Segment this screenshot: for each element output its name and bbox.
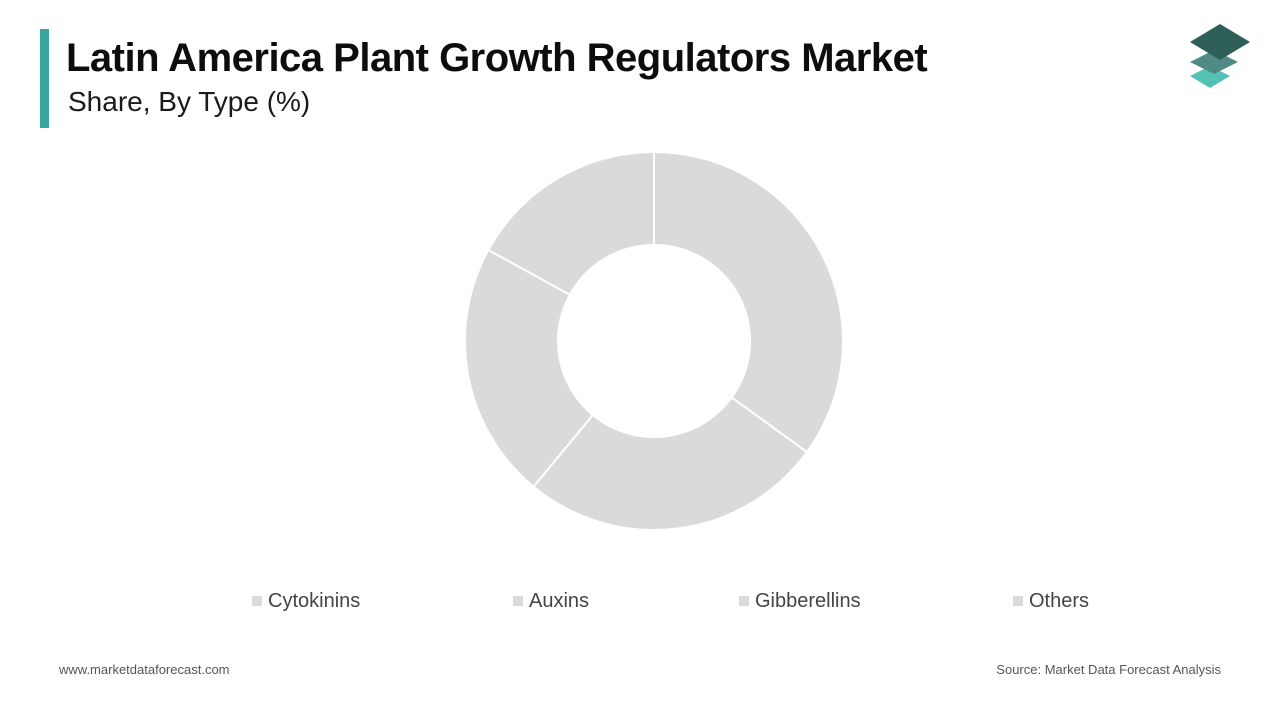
title-accent-bar <box>40 29 49 128</box>
legend-swatch <box>252 596 262 606</box>
legend-label: Cytokinins <box>268 589 361 612</box>
footer-website: www.marketdataforecast.com <box>59 662 230 677</box>
pie-slice-auxins <box>532 396 809 531</box>
logo-layer-top <box>1190 24 1250 60</box>
stacked-layers-icon <box>1190 24 1250 88</box>
legend-swatch <box>739 596 749 606</box>
legend-label: Auxins <box>529 589 590 612</box>
legend-swatch <box>513 596 523 606</box>
pie-slice-cytokinins <box>653 150 844 454</box>
legend-item-cytokinins: Cytokinins <box>252 588 360 614</box>
footer-source: Source: Market Data Forecast Analysis <box>996 662 1221 677</box>
page-subtitle: Share, By Type (%) <box>68 86 311 117</box>
legend-item-others: Others <box>1013 588 1089 614</box>
legend-label: Others <box>1029 589 1090 612</box>
legend-swatch <box>1013 596 1023 606</box>
pie-slice-others <box>487 150 655 297</box>
legend-label: Gibberellins <box>755 589 861 612</box>
legend-item-gibberellins: Gibberellins <box>739 588 861 614</box>
page-title: Latin America Plant Growth Regulators Ma… <box>66 36 928 80</box>
pie-slice-gibberellins <box>464 248 595 489</box>
legend-item-auxins: Auxins <box>513 588 589 614</box>
logo-layer-bottom <box>1190 66 1230 88</box>
